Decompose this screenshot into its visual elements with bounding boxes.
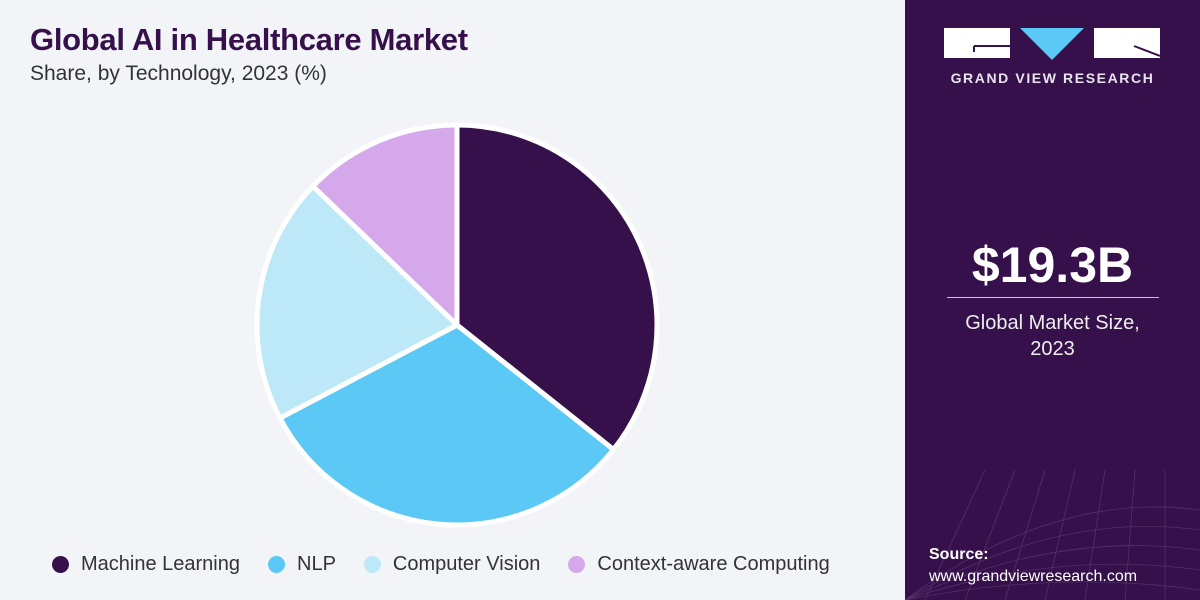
- chart-title: Global AI in Healthcare Market: [30, 22, 468, 57]
- grid-decoration: [905, 469, 1200, 600]
- pie-slice-computer-vision: [254, 183, 460, 421]
- legend-label: NLP: [297, 553, 336, 575]
- info-panel: GRAND VIEW RESEARCH $19.3B Global Market…: [905, 0, 1200, 600]
- caption-line-1: Global Market Size,: [965, 312, 1140, 334]
- chart-subtitle: Share, by Technology, 2023 (%): [30, 62, 327, 85]
- divider: [947, 297, 1159, 298]
- legend-dot-icon: [52, 556, 69, 573]
- pie-slice-machine-learning: [454, 122, 660, 453]
- legend-label: Machine Learning: [81, 553, 240, 575]
- legend: Machine Learning NLP Computer Vision Contex…: [52, 553, 858, 576]
- legend-dot-icon: [568, 556, 586, 573]
- legend-item: NLP: [268, 553, 336, 576]
- source-label: Source:: [929, 546, 989, 563]
- legend-label: Context-aware Computing: [597, 553, 830, 575]
- legend-item: Computer Vision: [363, 553, 541, 576]
- pie-slice-context-aware-computing: [310, 122, 460, 328]
- source-link[interactable]: www.grandviewresearch.com: [929, 568, 1138, 585]
- legend-dot-icon: [363, 556, 381, 573]
- source: Source: www.grandviewresearch.com: [929, 544, 1137, 588]
- legend-dot-icon: [268, 556, 285, 573]
- caption-line-2: 2023: [1030, 338, 1075, 360]
- brand-name: GRAND VIEW RESEARCH: [950, 70, 1155, 86]
- legend-label: Computer Vision: [392, 553, 541, 575]
- legend-item: Context-aware Computing: [568, 553, 830, 576]
- pie-chart: [254, 122, 660, 528]
- market-size-value: $19.3B: [971, 237, 1134, 293]
- grand-view-research-logo: [944, 28, 1160, 60]
- legend-item: Machine Learning: [52, 553, 240, 576]
- market-size-caption: Global Market Size, 2023: [905, 310, 1200, 362]
